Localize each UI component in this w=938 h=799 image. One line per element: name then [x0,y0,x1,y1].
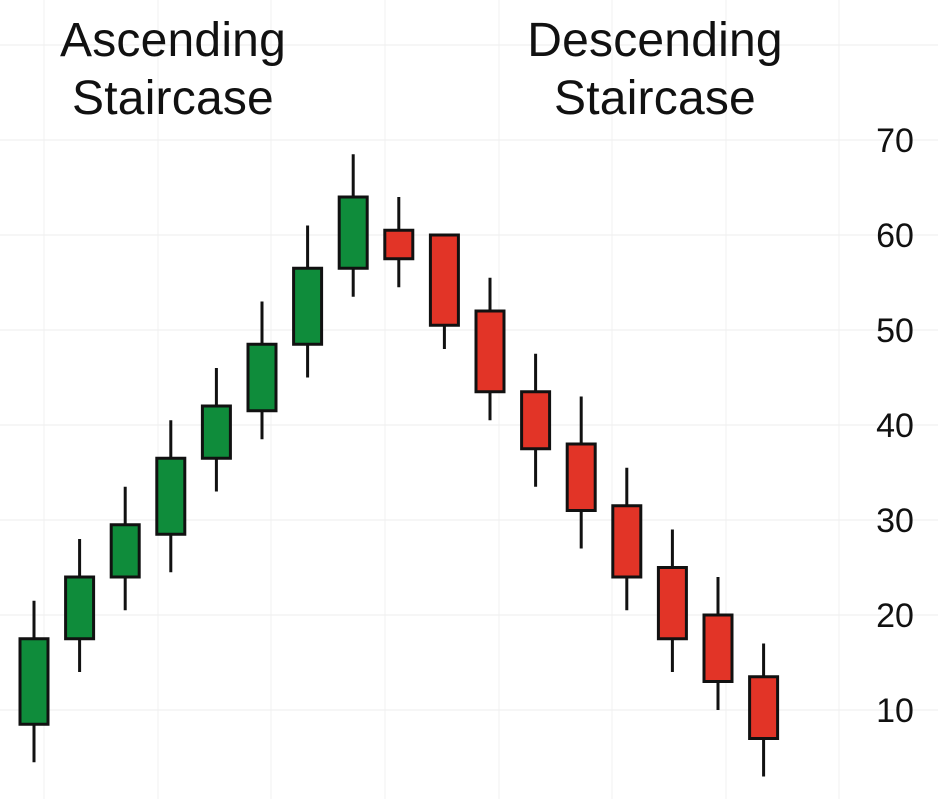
candle-body-9 [383,228,415,261]
candle-body-7 [292,266,324,346]
y-tick-label-70: 70 [876,122,914,160]
descending-staircase-title: Descending Staircase [495,12,815,128]
y-tick-label-20: 20 [876,597,914,635]
candle-body-15 [656,566,688,641]
candle-body-3 [109,523,141,579]
y-tick-label-30: 30 [876,502,914,540]
candlestick-series [18,154,780,777]
candle-body-2 [64,575,96,641]
candle-body-16 [702,613,734,683]
ascending-staircase-title-line-2: Staircase [72,72,274,125]
candle-body-14 [611,504,643,579]
y-tick-label-10: 10 [876,692,914,730]
candle-body-4 [155,456,187,536]
candle-body-1 [18,637,50,726]
candle-body-8 [337,195,369,270]
y-axis-tick-labels: 10 20 30 40 50 60 70 [876,122,914,730]
candle-body-12 [520,390,552,451]
candle-body-11 [474,309,506,394]
descending-staircase-title-line-1: Descending [527,14,783,67]
ascending-staircase-title-line-1: Ascending [60,14,286,67]
candle-body-10 [428,233,460,327]
y-tick-label-60: 60 [876,217,914,255]
descending-staircase-title-line-2: Staircase [554,72,756,125]
y-tick-label-40: 40 [876,407,914,445]
candle-body-5 [200,404,232,460]
y-tick-label-50: 50 [876,312,914,350]
candle-body-13 [565,442,597,512]
candle-body-6 [246,342,278,413]
candle-body-17 [748,675,780,740]
ascending-staircase-title: Ascending Staircase [18,12,328,128]
